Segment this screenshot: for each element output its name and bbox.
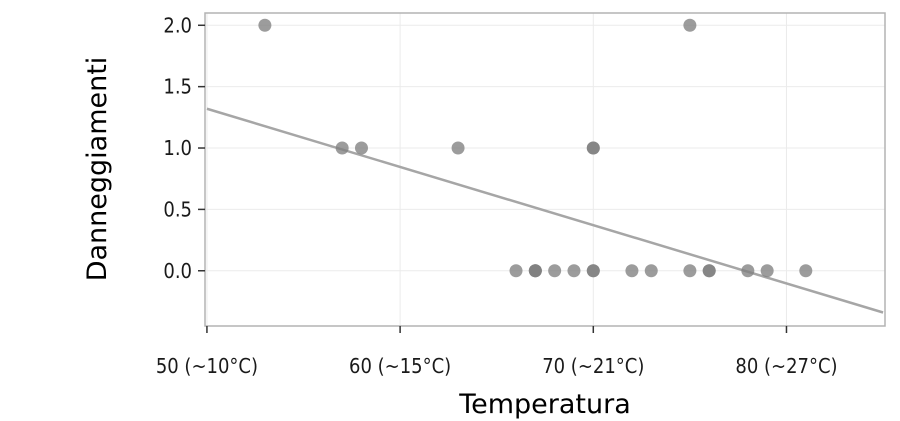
data-point: [683, 18, 697, 32]
plot-panel-border: [204, 12, 886, 327]
x-tick-label: 80 (~27°C): [735, 354, 837, 378]
y-tick-label: 0.0: [163, 259, 192, 283]
data-point: [567, 264, 581, 278]
data-point: [335, 141, 349, 155]
x-axis-title: Temperatura: [458, 389, 631, 420]
data-point: [799, 264, 813, 278]
data-point: [644, 264, 658, 278]
data-point: [760, 264, 774, 278]
data-point: [683, 264, 697, 278]
data-point: [702, 264, 716, 278]
y-axis: 0.0 0.5 1.0 1.5 2.0: [163, 13, 205, 283]
x-axis: 50 (~10°C) 60 (~15°C) 70 (~21°C) 80 (~27°C): [156, 326, 838, 378]
y-tick-label: 2.0: [163, 13, 192, 37]
trend-line: [206, 107, 884, 314]
data-point: [509, 264, 523, 278]
data-point: [528, 264, 542, 278]
data-point: [741, 264, 755, 278]
data-point: [586, 264, 600, 278]
data-point: [354, 141, 368, 155]
x-tick-label: 60 (~15°C): [349, 354, 451, 378]
x-tick-label: 50 (~10°C): [156, 354, 258, 378]
data-point: [625, 264, 639, 278]
data-points: [258, 18, 813, 278]
data-point: [451, 141, 465, 155]
y-axis-title: Danneggiamenti: [82, 57, 113, 282]
plot-panel-background: [205, 13, 885, 326]
y-tick-label: 0.5: [163, 197, 192, 221]
data-point: [258, 18, 272, 32]
data-point: [586, 141, 600, 155]
y-tick-label: 1.0: [163, 136, 192, 160]
x-tick-label: 70 (~21°C): [542, 354, 644, 378]
data-point: [548, 264, 562, 278]
y-tick-label: 1.5: [163, 75, 192, 99]
